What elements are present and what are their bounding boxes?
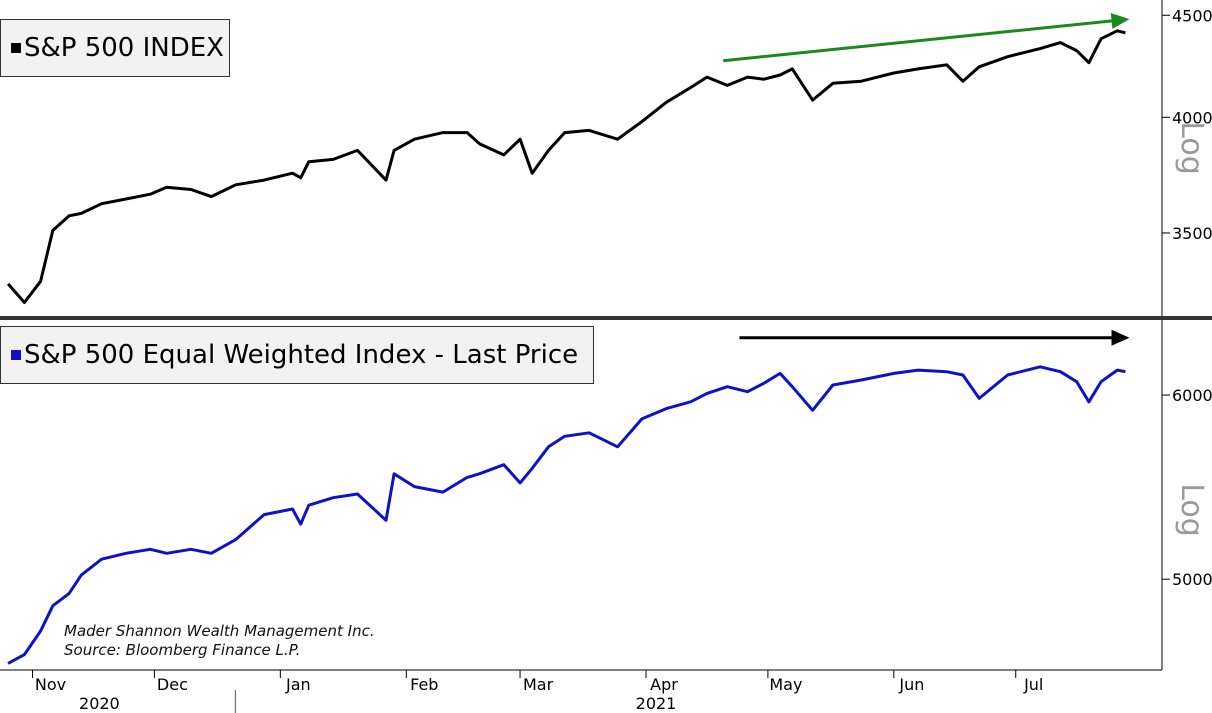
sp500-legend-swatch xyxy=(11,43,21,53)
equal-weight-legend-swatch xyxy=(11,350,21,360)
sp500-panel xyxy=(6,29,1126,304)
equal-weight-legend: S&P 500 Equal Weighted Index - Last Pric… xyxy=(0,326,594,384)
y-tick-label: 4500 xyxy=(1172,6,1212,25)
sp500-legend: S&P 500 INDEX xyxy=(0,19,230,77)
sp500-legend-label: S&P 500 INDEX xyxy=(24,33,224,63)
x-axis: Nov Dec Jan Feb Mar Apr May Jun Jul 2020 2021 xyxy=(32,670,1043,713)
x-tick-label: Nov xyxy=(35,675,66,694)
series-line xyxy=(7,365,1126,665)
log-scale-label: Log xyxy=(1174,121,1209,175)
y-tick-label: 6000 xyxy=(1172,386,1212,405)
trend-arrow-line xyxy=(723,18,1120,63)
equal-weight-panel xyxy=(7,365,1126,665)
log-scale-label: Log xyxy=(1174,483,1209,537)
series-line xyxy=(6,29,1126,304)
x-tick-label: May xyxy=(769,675,802,694)
footnote-source: Source: Bloomberg Finance L.P. xyxy=(64,641,301,659)
x-tick-label: Jan xyxy=(285,675,311,694)
footnote-firm: Mader Shannon Wealth Management Inc. xyxy=(64,622,375,640)
year-label: 2021 xyxy=(636,694,677,713)
x-tick-label: Dec xyxy=(157,675,188,694)
x-tick-label: Apr xyxy=(650,675,678,694)
trend-arrow-head xyxy=(1110,12,1130,29)
trend-arrow-head xyxy=(1111,329,1130,346)
year-label: 2020 xyxy=(79,694,120,713)
annotation-arrows xyxy=(723,12,1130,346)
x-tick-label: Jul xyxy=(1023,675,1043,694)
x-tick-label: Jun xyxy=(898,675,924,694)
x-tick-label: Mar xyxy=(523,675,554,694)
y-tick-label: 5000 xyxy=(1172,570,1212,589)
y-tick-label: 4000 xyxy=(1172,108,1212,127)
y-tick-label: 3500 xyxy=(1172,224,1212,243)
x-tick-label: Feb xyxy=(410,675,438,694)
equal-weight-legend-label: S&P 500 Equal Weighted Index - Last Pric… xyxy=(24,340,579,370)
axis-ticks: 3500 4000 4500 Log 5000 6000 Log xyxy=(1162,6,1212,589)
